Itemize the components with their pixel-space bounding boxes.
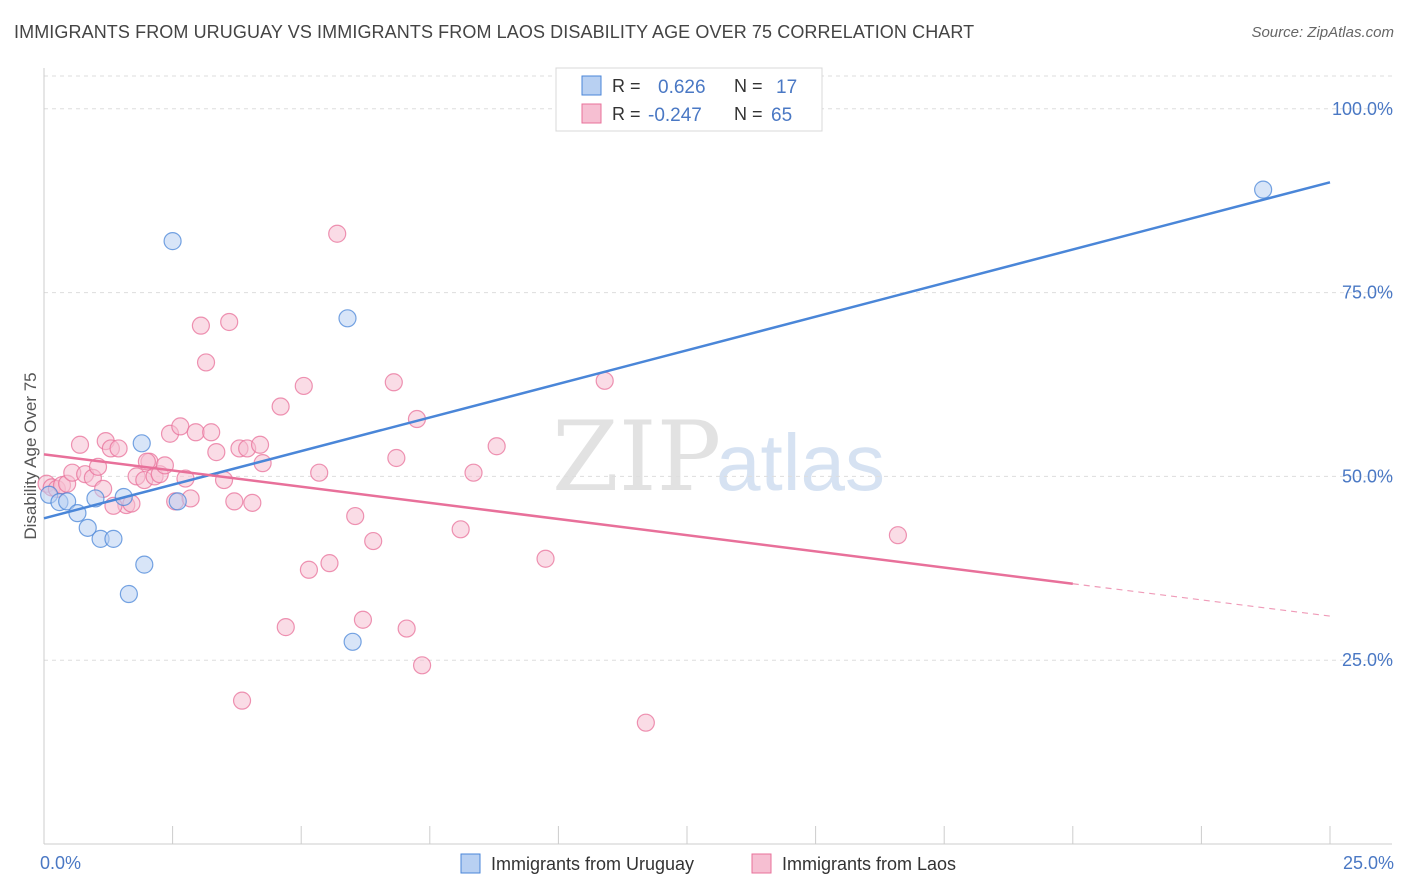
uruguay-point xyxy=(163,232,182,251)
uruguay-point xyxy=(132,434,151,453)
y-tick-label: 50.0% xyxy=(1342,466,1393,486)
uruguay-point xyxy=(104,529,123,548)
legend-n-label-laos: N = xyxy=(734,104,763,124)
trend-lines xyxy=(43,181,1331,617)
legend-r-value-laos: -0.247 xyxy=(648,105,702,126)
stats-legend: R = 0.626 N = 17 R = -0.247 N = 65 xyxy=(555,67,823,132)
y-tick-label: 100.0% xyxy=(1332,99,1393,119)
laos-point xyxy=(202,423,221,442)
laos-point xyxy=(464,463,483,482)
x-tick-label-min: 0.0% xyxy=(40,853,81,873)
laos-point xyxy=(320,554,339,573)
y-tick-labels: 25.0% 50.0% 75.0% 100.0% xyxy=(1332,99,1393,670)
bottom-legend-swatch-laos xyxy=(751,853,772,874)
laos-point xyxy=(364,531,383,551)
laos-point xyxy=(487,437,506,456)
laos-point xyxy=(636,713,655,732)
legend-r-label-uruguay: R = xyxy=(612,76,641,96)
uruguay-point xyxy=(119,584,138,604)
laos-point xyxy=(387,448,406,468)
series-uruguay xyxy=(40,180,1273,651)
laos-point xyxy=(243,493,262,512)
laos-point xyxy=(294,376,313,396)
series-legend: Immigrants from Uruguay Immigrants from … xyxy=(460,853,956,874)
laos-point xyxy=(384,373,403,392)
legend-n-value-laos: 65 xyxy=(771,105,792,126)
laos-point xyxy=(595,371,614,390)
laos-point xyxy=(276,618,295,637)
uruguay-point xyxy=(78,518,97,537)
laos-point xyxy=(220,312,239,332)
trend-line-laos xyxy=(43,453,1073,585)
uruguay-point xyxy=(343,632,362,651)
y-tick-label: 75.0% xyxy=(1342,283,1393,303)
laos-point xyxy=(225,492,244,511)
uruguay-point xyxy=(135,555,154,574)
laos-point xyxy=(250,435,270,454)
laos-point xyxy=(232,691,252,710)
y-tick-label: 25.0% xyxy=(1342,650,1393,670)
laos-point xyxy=(888,526,908,545)
bottom-legend-swatch-uruguay xyxy=(460,853,481,874)
uruguay-point xyxy=(58,492,77,511)
laos-point xyxy=(397,619,416,638)
trend-line-laos-extension xyxy=(1072,583,1331,617)
trend-line-uruguay xyxy=(43,181,1331,520)
uruguay-point xyxy=(168,492,187,511)
laos-point xyxy=(214,470,234,490)
uruguay-point xyxy=(1254,180,1273,199)
laos-point xyxy=(451,520,470,539)
y-axis-label: Disability Age Over 75 xyxy=(21,372,40,539)
laos-point xyxy=(271,397,290,416)
x-axis-ticks xyxy=(43,826,1331,844)
laos-point xyxy=(310,463,329,482)
legend-swatch-laos xyxy=(581,103,602,124)
legend-n-value-uruguay: 17 xyxy=(776,77,797,98)
laos-point xyxy=(328,224,347,243)
x-tick-label-max: 25.0% xyxy=(1343,853,1394,873)
watermark-zip: ZIP xyxy=(552,401,721,513)
laos-point xyxy=(412,656,432,675)
bottom-legend-label-uruguay: Immigrants from Uruguay xyxy=(491,854,694,874)
laos-point xyxy=(171,417,190,436)
legend-swatch-uruguay xyxy=(581,75,602,96)
laos-point xyxy=(70,435,90,454)
watermark-atlas: atlas xyxy=(716,418,885,507)
bottom-legend-label-laos: Immigrants from Laos xyxy=(782,854,956,874)
laos-point xyxy=(536,549,555,568)
laos-point xyxy=(353,610,373,629)
uruguay-point xyxy=(338,309,357,328)
gridlines xyxy=(44,75,1392,661)
laos-point xyxy=(186,423,205,442)
chart-title: IMMIGRANTS FROM URUGUAY VS IMMIGRANTS FR… xyxy=(14,22,975,42)
source-credit: Source: ZipAtlas.com xyxy=(1251,24,1394,41)
laos-point xyxy=(207,443,226,462)
legend-r-value-uruguay: 0.626 xyxy=(658,77,706,98)
laos-point xyxy=(109,439,128,458)
laos-point xyxy=(299,560,319,579)
legend-r-label-laos: R = xyxy=(612,104,641,124)
laos-point xyxy=(346,506,365,526)
laos-point xyxy=(196,353,216,372)
laos-point xyxy=(191,316,210,335)
legend-n-label-uruguay: N = xyxy=(734,76,763,96)
